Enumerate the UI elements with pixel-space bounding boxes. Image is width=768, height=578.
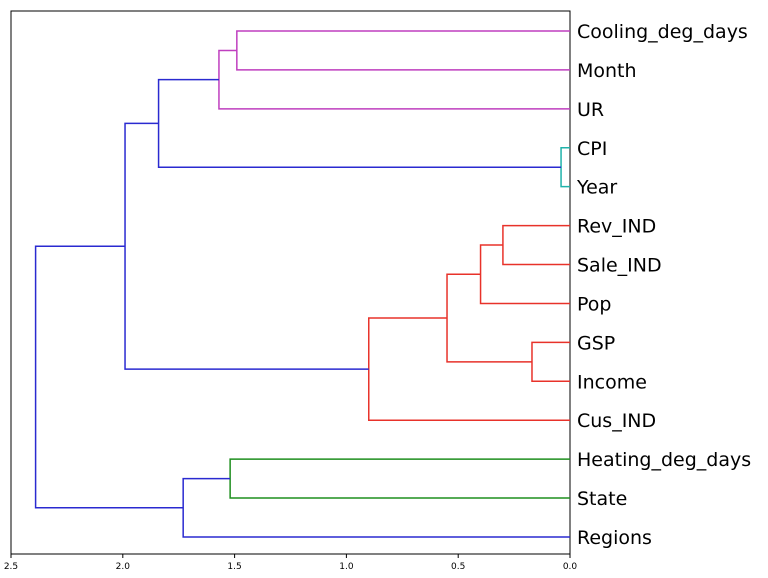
leaf-label: Rev_IND <box>577 216 656 238</box>
leaf-label: UR <box>577 99 604 121</box>
x-tick-label: 1.0 <box>339 562 354 572</box>
leaf-label: Sale_IND <box>577 255 662 277</box>
link-l10 <box>124 122 369 370</box>
link-l1 <box>236 30 570 71</box>
x-tick-label: 2.5 <box>4 562 18 572</box>
leaf-label: Income <box>577 371 647 393</box>
leaf-label: Pop <box>577 293 611 315</box>
x-tick-label: 1.5 <box>227 562 241 572</box>
link-l3 <box>560 147 570 188</box>
leaf-label: State <box>577 488 627 510</box>
leaf-label: Cooling_deg_days <box>577 21 748 43</box>
leaf-label: Year <box>576 177 617 199</box>
link-l12 <box>182 477 570 538</box>
leaf-label: CPI <box>577 138 607 160</box>
x-tick-label: 0.5 <box>451 562 465 572</box>
link-l2 <box>218 49 570 110</box>
links-layer <box>34 30 570 538</box>
leaf-label: Heating_deg_days <box>577 449 751 471</box>
link-l5 <box>502 224 570 266</box>
leaf-labels: Cooling_deg_days Month UR CPI Year Rev_IND Sal… <box>576 21 751 549</box>
link-l7 <box>531 341 570 383</box>
leaf-label: Month <box>577 60 637 82</box>
link-l13 <box>34 245 184 509</box>
link-l9 <box>368 317 570 421</box>
link-l6 <box>479 244 570 305</box>
leaf-label: Regions <box>577 527 652 549</box>
x-tick-label: 0.0 <box>563 562 578 572</box>
link-l8 <box>446 273 532 363</box>
leaf-label: GSP <box>577 332 615 354</box>
x-axis: 2.5 2.0 1.5 1.0 0.5 0.0 <box>4 554 578 572</box>
plot-frame <box>10 10 571 555</box>
leaf-label: Cus_IND <box>577 410 656 432</box>
link-l11 <box>229 458 570 499</box>
x-tick-label: 2.0 <box>116 562 131 572</box>
